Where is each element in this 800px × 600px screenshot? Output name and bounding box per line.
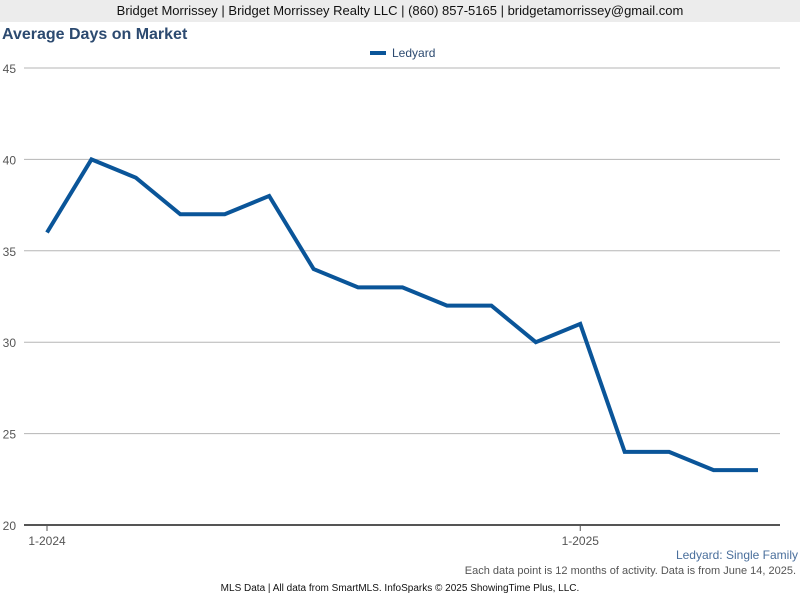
x-axis: 1-2024 1-2025 [24, 524, 780, 548]
y-tick-label: 25 [3, 428, 17, 442]
x-tick-label: 1-2024 [28, 534, 66, 548]
y-tick-labels: 20 25 30 35 40 45 [3, 62, 17, 533]
legend-label: Ledyard [392, 46, 436, 60]
y-tick-label: 20 [3, 519, 17, 533]
y-tick-label: 45 [3, 62, 17, 76]
source-footer: MLS Data | All data from SmartMLS. InfoS… [220, 583, 580, 594]
series-layer [45, 156, 758, 473]
legend[interactable]: Ledyard [370, 46, 435, 60]
legend-swatch [370, 51, 386, 55]
x-tick-label: 1-2025 [562, 534, 600, 548]
gridlines [24, 67, 780, 435]
y-tick-label: 30 [3, 336, 17, 350]
chart-subtitle: Ledyard: Single Family [675, 548, 798, 562]
y-tick-label: 35 [3, 245, 17, 259]
series-line-ledyard[interactable] [45, 156, 758, 473]
chart-title: Average Days on Market [2, 26, 188, 43]
contact-header: Bridget Morrissey | Bridget Morrissey Re… [0, 0, 800, 22]
y-tick-label: 40 [3, 153, 17, 167]
data-note: Each data point is 12 months of activity… [464, 565, 796, 577]
